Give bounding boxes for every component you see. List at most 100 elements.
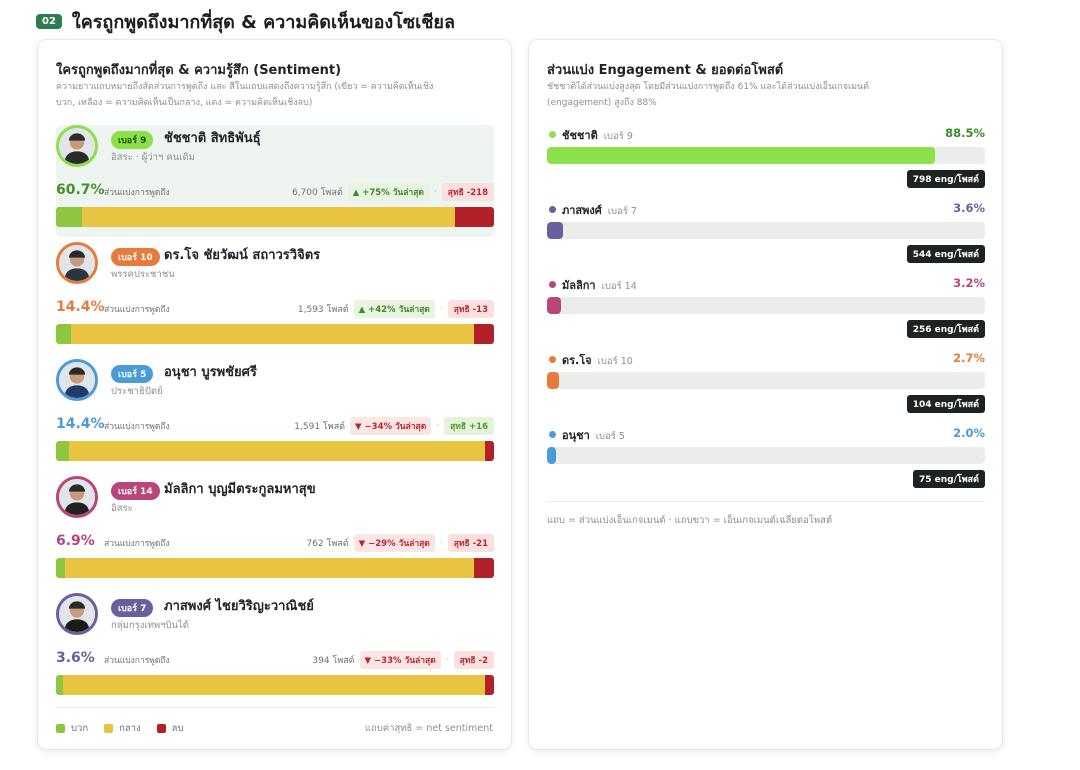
sentiment-bar — [56, 558, 494, 578]
post-count: 6,700 โพสต์ — [291, 188, 343, 198]
net-sentiment-badge: สุทธิ +16 — [444, 417, 494, 435]
candidate-party: พรรคประชาชน — [111, 269, 175, 280]
mention-share-label: ส่วนแบ่งการพูดถึง — [104, 305, 170, 315]
engagement-bar-track — [547, 297, 985, 314]
separator: · — [433, 187, 437, 197]
candidate-stats: 6.9% ส่วนแบ่งการพูดถึง 762 โพสต์ ▼ −29% วัน… — [56, 533, 494, 552]
candidate-color-dot — [549, 131, 556, 138]
sentiment-card-subtitle-2: บวก, เหลือง = ความคิดเห็นเป็นกลาง, แดง =… — [56, 98, 313, 108]
engagement-candidate-name: ชัชชาติ เบอร์ 9 — [562, 126, 633, 144]
candidate-party: ประชาธิปัตย์ — [111, 386, 163, 397]
sentiment-legend: บวก กลาง ลบ — [56, 721, 184, 736]
candidate-name: มัลลิกา บุญมีตระกูลมหาสุข — [164, 482, 316, 497]
engagement-candidate-name: มัลลิกา เบอร์ 14 — [562, 276, 637, 294]
engagement-card: ส่วนแบ่ง Engagement & ยอดต่อโพสต์ ชัชชาต… — [528, 39, 1003, 750]
engagement-row: อนุชา เบอร์ 5 2.0% 75 eng/โพสต์ — [547, 426, 985, 488]
engagement-candidate-number: เบอร์ 10 — [597, 356, 633, 367]
engagement-bar-track — [547, 447, 985, 464]
candidate-color-dot — [549, 431, 556, 438]
engagement-row: ดร.โจ เบอร์ 10 2.7% 104 eng/โพสต์ — [547, 351, 985, 413]
sentiment-positive-segment — [56, 207, 83, 227]
mention-share-label: ส่วนแบ่งการพูดถึง — [104, 188, 170, 198]
trend-badge: ▼ −34% วันล่าสุด — [350, 417, 432, 435]
candidate-stats: 14.4% ส่วนแบ่งการพูดถึง 1,593 โพสต์ ▲ +42% … — [56, 299, 494, 318]
sentiment-bar — [56, 675, 494, 695]
engagement-per-post-tag: 75 eng/โพสต์ — [912, 470, 985, 488]
net-sentiment-badge: สุทธิ -2 — [453, 651, 494, 669]
legend-note: แถบค่าสุทธิ = net sentiment — [364, 723, 493, 734]
engagement-share-percent: 2.0% — [953, 426, 985, 440]
engagement-per-post-tag: 104 eng/โพสต์ — [906, 395, 985, 413]
candidate-color-dot — [549, 206, 556, 213]
mention-share-percent: 14.4% — [56, 299, 105, 315]
net-sentiment-badge: สุทธิ -218 — [441, 183, 494, 201]
net-sentiment-badge: สุทธิ -13 — [447, 300, 494, 318]
engagement-candidate-number: เบอร์ 5 — [595, 431, 625, 442]
legend-neutral: กลาง — [104, 721, 141, 736]
engagement-name-text: ชัชชาติ — [562, 129, 598, 142]
engagement-candidate-name: อนุชา เบอร์ 5 — [562, 426, 625, 444]
trend-badge: ▼ −33% วันล่าสุด — [359, 651, 441, 669]
avatar — [56, 242, 98, 284]
sentiment-negative-segment — [485, 441, 494, 461]
mention-share-label: ส่วนแบ่งการพูดถึง — [104, 422, 170, 432]
trend-badge: ▼ −29% วันล่าสุด — [353, 534, 435, 552]
section-title: ใครถูกพูดถึงมากที่สุด & ความคิดเห็นของโซ… — [71, 11, 456, 33]
engagement-bar-fill — [547, 147, 935, 164]
engagement-per-post-tag: 798 eng/โพสต์ — [906, 170, 985, 188]
post-count: 394 โพสต์ — [312, 656, 355, 666]
candidate-stats: 60.7% ส่วนแบ่งการพูดถึง 6,700 โพสต์ ▲ +75% … — [56, 182, 494, 201]
candidate-metrics: 762 โพสต์ ▼ −29% วันล่าสุด · สุทธิ -21 — [306, 534, 494, 552]
avatar — [56, 125, 98, 167]
sentiment-positive-segment — [56, 558, 65, 578]
section-header: 02 ใครถูกพูดถึงมากที่สุด & ความคิดเห็นขอ… — [36, 8, 455, 34]
candidate-number-badge: เบอร์ 10 — [111, 248, 160, 266]
mention-share-label: ส่วนแบ่งการพูดถึง — [104, 656, 170, 666]
post-count: 762 โพสต์ — [306, 539, 349, 549]
mention-share-percent: 60.7% — [56, 182, 105, 198]
engagement-per-post-tag: 256 eng/โพสต์ — [906, 320, 985, 338]
candidate-color-dot — [549, 356, 556, 363]
sentiment-neutral-segment — [69, 441, 486, 461]
engagement-bar-fill — [547, 447, 556, 464]
engagement-name-text: ภาสพงศ์ — [562, 204, 602, 217]
engagement-name-text: มัลลิกา — [562, 279, 596, 292]
engagement-bar-fill — [547, 372, 559, 389]
mention-share-percent: 14.4% — [56, 416, 105, 432]
sentiment-negative-segment — [454, 207, 494, 227]
engagement-name-text: ดร.โจ — [562, 354, 592, 367]
trend-badge: ▲ +75% วันล่าสุด — [347, 183, 429, 201]
sentiment-bar — [56, 324, 494, 344]
engagement-note: แถบ = ส่วนแบ่งเอ็นเกจเมนต์ · แถบขวา = เอ… — [547, 515, 833, 526]
candidate-party: อิสระ — [111, 503, 133, 514]
candidate-stats: 14.4% ส่วนแบ่งการพูดถึง 1,591 โพสต์ ▼ −34% … — [56, 416, 494, 435]
post-count: 1,591 โพสต์ — [294, 422, 346, 432]
candidate-number-badge: เบอร์ 14 — [111, 482, 160, 500]
engagement-bar-track — [547, 147, 985, 164]
candidate-stats: 3.6% ส่วนแบ่งการพูดถึง 394 โพสต์ ▼ −33% วัน… — [56, 650, 494, 669]
trend-badge: ▲ +42% วันล่าสุด — [353, 300, 435, 318]
avatar — [56, 593, 98, 635]
candidate-party: อิสระ · ผู้ว่าฯ คนเดิม — [111, 152, 195, 163]
candidate-number-badge: เบอร์ 5 — [111, 365, 154, 383]
mention-share-percent: 6.9% — [56, 533, 95, 549]
legend-positive-label: บวก — [71, 723, 89, 734]
engagement-share-percent: 2.7% — [953, 351, 985, 365]
engagement-bar-fill — [547, 297, 562, 314]
candidate-row: เบอร์ 9 ชัชชาติ สิทธิพันธุ์ อิสระ · ผู้ว่า… — [56, 125, 494, 237]
sentiment-neutral-segment — [82, 207, 455, 227]
avatar — [56, 476, 98, 518]
candidate-row: เบอร์ 10 ดร.โจ ชัยวัฒน์ สถาวรวิจิตร พรรคปร… — [56, 242, 494, 354]
candidate-row: เบอร์ 5 อนุชา บูรพชัยศรี ประชาธิปัตย์ 14.4%… — [56, 359, 494, 471]
separator: · — [439, 538, 443, 548]
candidate-metrics: 6,700 โพสต์ ▲ +75% วันล่าสุด · สุทธิ -218 — [292, 183, 494, 201]
engagement-bar-track — [547, 222, 985, 239]
legend-positive: บวก — [56, 721, 88, 736]
mention-share-label: ส่วนแบ่งการพูดถึง — [104, 539, 170, 549]
legend-negative: ลบ — [156, 721, 184, 736]
sentiment-positive-segment — [56, 441, 70, 461]
candidate-color-dot — [549, 281, 556, 288]
engagement-name-text: อนุชา — [562, 429, 590, 442]
engagement-candidate-name: ดร.โจ เบอร์ 10 — [562, 351, 633, 369]
candidate-name: ชัชชาติ สิทธิพันธุ์ — [164, 131, 261, 146]
